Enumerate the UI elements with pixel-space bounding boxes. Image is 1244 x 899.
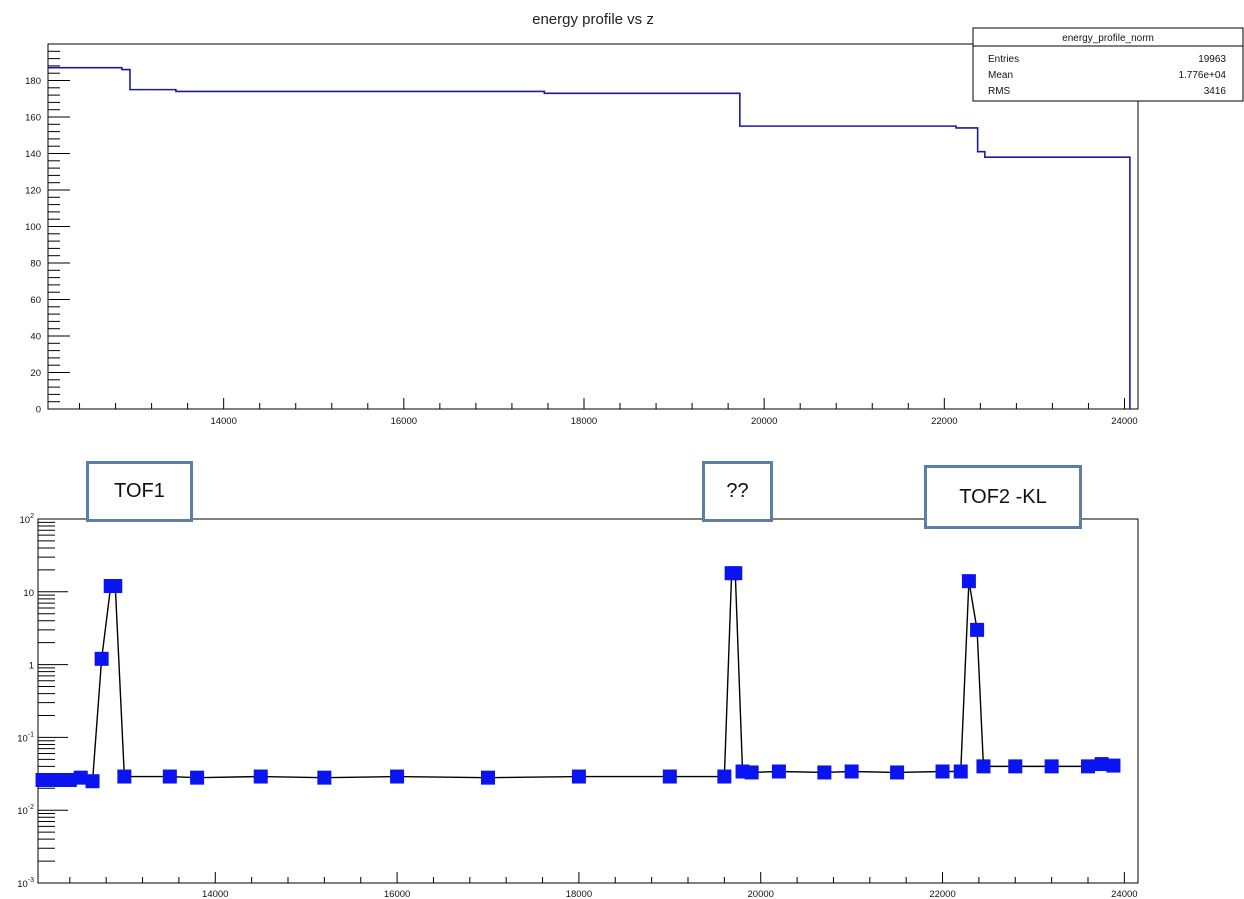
data-point	[890, 765, 905, 780]
data-point	[190, 770, 205, 785]
data-point	[970, 622, 985, 637]
y-tick-label: 10-1	[17, 731, 34, 744]
data-point	[317, 770, 332, 785]
data-point	[1106, 758, 1121, 773]
y-tick-label: 120	[25, 186, 41, 197]
x-tick-label: 22000	[931, 416, 957, 427]
stats-rms-value: 3416	[1204, 86, 1227, 97]
stats-mean-value: 1.776e+04	[1178, 70, 1226, 81]
data-point	[953, 764, 968, 779]
y-tick-label: 60	[30, 295, 41, 306]
x-tick-label: 18000	[566, 889, 592, 899]
data-point	[73, 770, 88, 785]
data-point	[390, 769, 405, 784]
data-point	[844, 764, 859, 779]
x-tick-label: 24000	[1111, 889, 1137, 899]
y-tick-label: 100	[25, 222, 41, 233]
x-tick-label: 14000	[202, 889, 228, 899]
data-point	[62, 772, 77, 787]
data-point	[1044, 759, 1059, 774]
x-tick-label: 20000	[751, 416, 777, 427]
x-tick-label: 14000	[210, 416, 236, 427]
stats-mean-label: Mean	[988, 70, 1013, 81]
y-tick-label: 10-3	[17, 877, 34, 890]
data-point	[94, 651, 109, 666]
data-point	[728, 566, 743, 581]
data-point	[162, 769, 177, 784]
stats-entries-value: 19963	[1198, 54, 1226, 65]
data-point	[117, 769, 132, 784]
data-point	[817, 765, 832, 780]
data-point	[108, 579, 123, 594]
stats-rms-label: RMS	[988, 86, 1011, 97]
data-point	[961, 574, 976, 589]
callout-tof1: TOF1	[86, 461, 193, 522]
bottom-plot-frame	[37, 518, 1139, 884]
data-point	[571, 769, 586, 784]
series-line	[42, 572, 1114, 783]
callout-tof2-kl: TOF2 -KL	[924, 465, 1082, 529]
data-point	[1094, 757, 1109, 772]
y-tick-label: 102	[20, 513, 35, 526]
data-point	[717, 769, 732, 784]
y-tick-label: 160	[25, 113, 41, 124]
chart-title: energy profile vs z	[532, 11, 654, 28]
x-tick-label: 16000	[384, 889, 410, 899]
data-point	[744, 765, 759, 780]
data-point	[1008, 759, 1023, 774]
data-point	[771, 764, 786, 779]
data-point	[85, 774, 100, 789]
y-tick-label: 20	[30, 368, 41, 379]
data-point	[481, 770, 495, 785]
top-plot-axes: 14000 16000 18000 20000 22000 24000 0 20 40 60 80 1…	[25, 43, 1138, 427]
data-point	[1081, 759, 1095, 774]
data-point	[935, 764, 950, 779]
stats-entries-label: Entries	[988, 54, 1019, 65]
x-tick-label: 16000	[391, 416, 417, 427]
y-tick-label: 10	[23, 588, 34, 599]
stats-box-frame	[972, 27, 1244, 102]
y-tick-label: 10-2	[17, 804, 34, 817]
data-point	[662, 769, 677, 784]
y-tick-label: 140	[25, 149, 41, 160]
y-tick-label: 1	[29, 661, 34, 672]
data-point	[253, 769, 268, 784]
y-tick-label: 40	[30, 332, 41, 343]
bottom-plot-axes: 14000 16000 18000 20000 22000 24000 102 10 1 10-1…	[17, 513, 1137, 899]
bottom-plot-series	[35, 566, 1121, 789]
x-tick-label: 24000	[1111, 416, 1137, 427]
callout-unknown: ??	[702, 461, 773, 522]
x-tick-label: 20000	[748, 889, 774, 899]
x-tick-label: 18000	[571, 416, 597, 427]
data-point	[976, 759, 991, 774]
stats-box: energy_profile_norm Entries 19963 Mean 1…	[972, 27, 1244, 102]
y-tick-label: 180	[25, 76, 41, 87]
stats-box-name: energy_profile_norm	[1062, 33, 1154, 44]
y-tick-label: 0	[36, 405, 41, 416]
series-line	[48, 66, 1131, 409]
x-tick-label: 22000	[929, 889, 955, 899]
y-tick-label: 80	[30, 259, 41, 270]
top-plot-series	[48, 66, 1131, 409]
